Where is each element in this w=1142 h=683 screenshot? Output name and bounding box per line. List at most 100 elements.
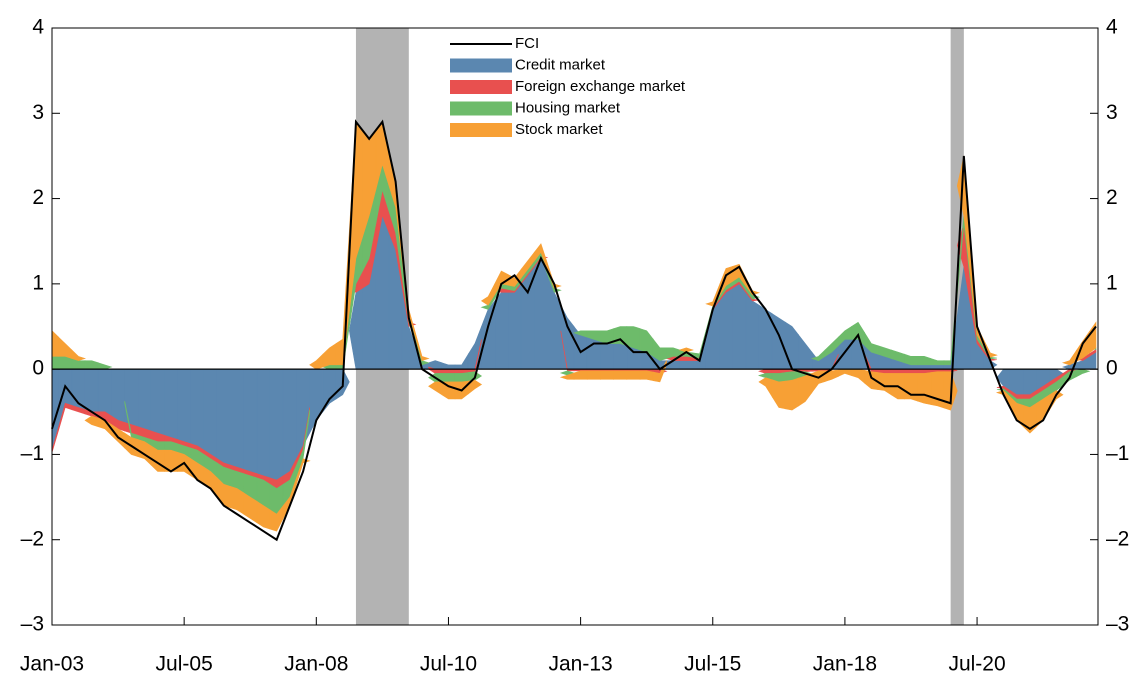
area-segment <box>150 368 165 436</box>
y2-tick-label: 2 <box>1106 186 1118 209</box>
area-segment <box>111 368 125 423</box>
area-segment <box>904 353 918 366</box>
area-segment <box>322 343 337 368</box>
area-segment <box>613 370 628 380</box>
area-segment <box>930 371 945 409</box>
area-segment <box>441 368 456 374</box>
area-segment <box>1049 390 1064 411</box>
area-segment <box>124 368 139 428</box>
y2-tick-label: –3 <box>1106 613 1129 636</box>
area-segment <box>51 356 59 370</box>
y-tick-label: 4 <box>32 16 44 39</box>
area-segment <box>771 313 786 370</box>
legend-label: FCI <box>515 35 539 52</box>
area-segment <box>203 368 218 460</box>
x-tick-label: Jul-10 <box>420 653 477 676</box>
legend-swatch <box>450 123 512 137</box>
area-segment <box>917 356 932 366</box>
area-segment <box>441 381 456 400</box>
legend-swatch <box>450 58 512 73</box>
area-segment <box>573 370 588 380</box>
area-segment <box>904 373 918 402</box>
area-segment <box>745 291 760 370</box>
x-tick-label: Jul-15 <box>684 653 741 676</box>
y-tick-label: –2 <box>21 527 44 550</box>
legend-label: Foreign exchange market <box>515 78 686 95</box>
y-tick-label: 0 <box>32 357 44 380</box>
area-segment <box>930 358 945 366</box>
area-segment <box>84 368 99 413</box>
area-segment <box>177 368 192 445</box>
area-segment <box>798 372 813 407</box>
area-segment <box>904 368 918 374</box>
area-segment <box>1023 368 1037 396</box>
area-segment <box>732 283 747 370</box>
y-tick-label: 3 <box>32 101 44 124</box>
legend-label: Stock market <box>515 121 603 138</box>
y-tick-label: 1 <box>32 271 44 294</box>
area-segment <box>282 368 297 477</box>
area-segment <box>758 368 773 374</box>
area-segment <box>758 304 773 370</box>
area-segment <box>137 368 152 432</box>
y2-tick-label: –2 <box>1106 527 1129 550</box>
area-segment <box>190 368 205 451</box>
y2-tick-label: 3 <box>1106 101 1118 124</box>
legend-label: Housing market <box>515 99 621 116</box>
area-segment <box>415 332 430 361</box>
area-segment <box>639 370 654 382</box>
area-segment <box>758 377 773 398</box>
area-segment <box>441 373 456 383</box>
area-segment <box>890 368 905 374</box>
area-segment <box>613 343 628 370</box>
plot-frame <box>51 27 1099 626</box>
area-segment <box>666 360 681 370</box>
fci-line <box>51 119 1097 542</box>
area-segment <box>97 368 112 417</box>
area-segment <box>600 370 614 380</box>
area-segment <box>626 370 641 380</box>
y-tick-label: 2 <box>32 186 44 209</box>
area-segment <box>586 370 601 380</box>
area-segment <box>309 353 324 370</box>
x-tick-label: Jan-18 <box>813 653 877 676</box>
area-segment <box>678 347 694 353</box>
area-segment <box>600 341 614 370</box>
area-segment <box>58 356 73 370</box>
area-segment <box>719 287 733 370</box>
area-segment <box>507 282 522 370</box>
area-segment <box>679 360 694 370</box>
area-segment <box>1089 348 1097 357</box>
area-segment <box>454 353 469 370</box>
area-segment <box>771 379 786 410</box>
area-segment <box>652 338 667 361</box>
area-segment <box>917 364 932 370</box>
area-segment <box>534 257 548 370</box>
area-segment <box>51 330 59 357</box>
area-segment <box>785 321 799 370</box>
area-segment <box>216 368 231 466</box>
area-segment <box>1009 368 1024 396</box>
area-segment <box>230 368 244 470</box>
x-tick-label: Jul-05 <box>156 653 213 676</box>
area-segment <box>917 372 932 405</box>
area-segment <box>256 368 271 479</box>
area-segment <box>1061 349 1077 366</box>
area-segment <box>494 292 509 370</box>
y-tick-label: –3 <box>21 613 44 636</box>
y2-tick-label: 0 <box>1106 357 1118 380</box>
area-segment <box>84 360 99 370</box>
x-tick-label: Jul-20 <box>948 653 1005 676</box>
area-segment <box>243 368 258 475</box>
area-segment <box>269 368 284 481</box>
x-tick-label: Jan-13 <box>548 653 612 676</box>
area-segment <box>441 362 456 370</box>
legend-swatch <box>450 101 512 116</box>
area-segment <box>164 368 178 440</box>
area-segment <box>851 368 866 384</box>
area-segment <box>58 336 73 359</box>
area-segment <box>798 334 813 370</box>
x-tick-label: Jan-08 <box>284 653 348 676</box>
y2-tick-label: 4 <box>1106 16 1118 39</box>
